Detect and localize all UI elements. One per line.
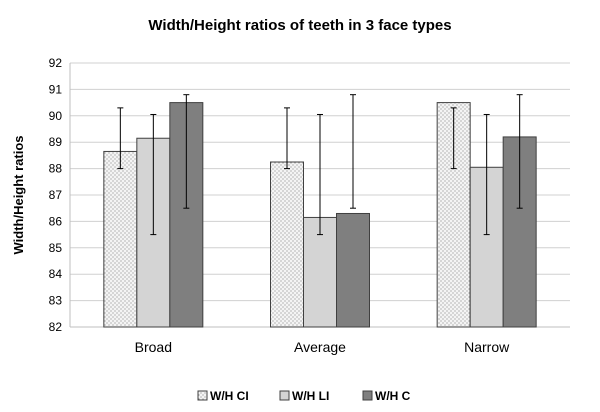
y-tick-label: 89 <box>49 135 63 149</box>
bar <box>270 161 304 328</box>
legend-swatch <box>279 390 290 401</box>
y-tick-label: 82 <box>49 320 63 334</box>
bar <box>103 150 138 328</box>
y-tick-label: 84 <box>49 267 63 281</box>
y-tick-label: 87 <box>49 188 63 202</box>
bar <box>303 216 337 328</box>
category-labels: Broad Average Narrow <box>135 339 510 355</box>
y-tick-label: 88 <box>49 162 63 176</box>
category-label: Average <box>294 339 346 355</box>
legend-swatch <box>362 390 373 401</box>
y-tick-label: 92 <box>49 56 63 70</box>
y-tick-label: 91 <box>49 82 63 96</box>
y-tick-label: 86 <box>49 214 63 228</box>
y-axis-label: Width/Height ratios <box>11 135 26 254</box>
legend-swatch <box>197 390 208 401</box>
bar <box>336 212 370 328</box>
legend-label: W/H C <box>375 389 411 403</box>
legend-label: W/H CI <box>210 389 249 403</box>
y-tick-label: 90 <box>49 109 63 123</box>
y-tick-label: 85 <box>49 241 63 255</box>
error-bars <box>117 94 523 236</box>
legend-label: W/H LI <box>292 389 329 403</box>
chart-title: Width/Height ratios of teeth in 3 face t… <box>148 17 451 34</box>
y-tick-label: 83 <box>49 294 63 308</box>
y-axis-ticks: 82 83 84 85 86 87 88 89 90 91 92 <box>49 56 63 334</box>
category-label: Narrow <box>464 339 510 355</box>
category-label: Broad <box>135 339 172 355</box>
legend: W/H CI W/H LI W/H C <box>197 389 411 403</box>
